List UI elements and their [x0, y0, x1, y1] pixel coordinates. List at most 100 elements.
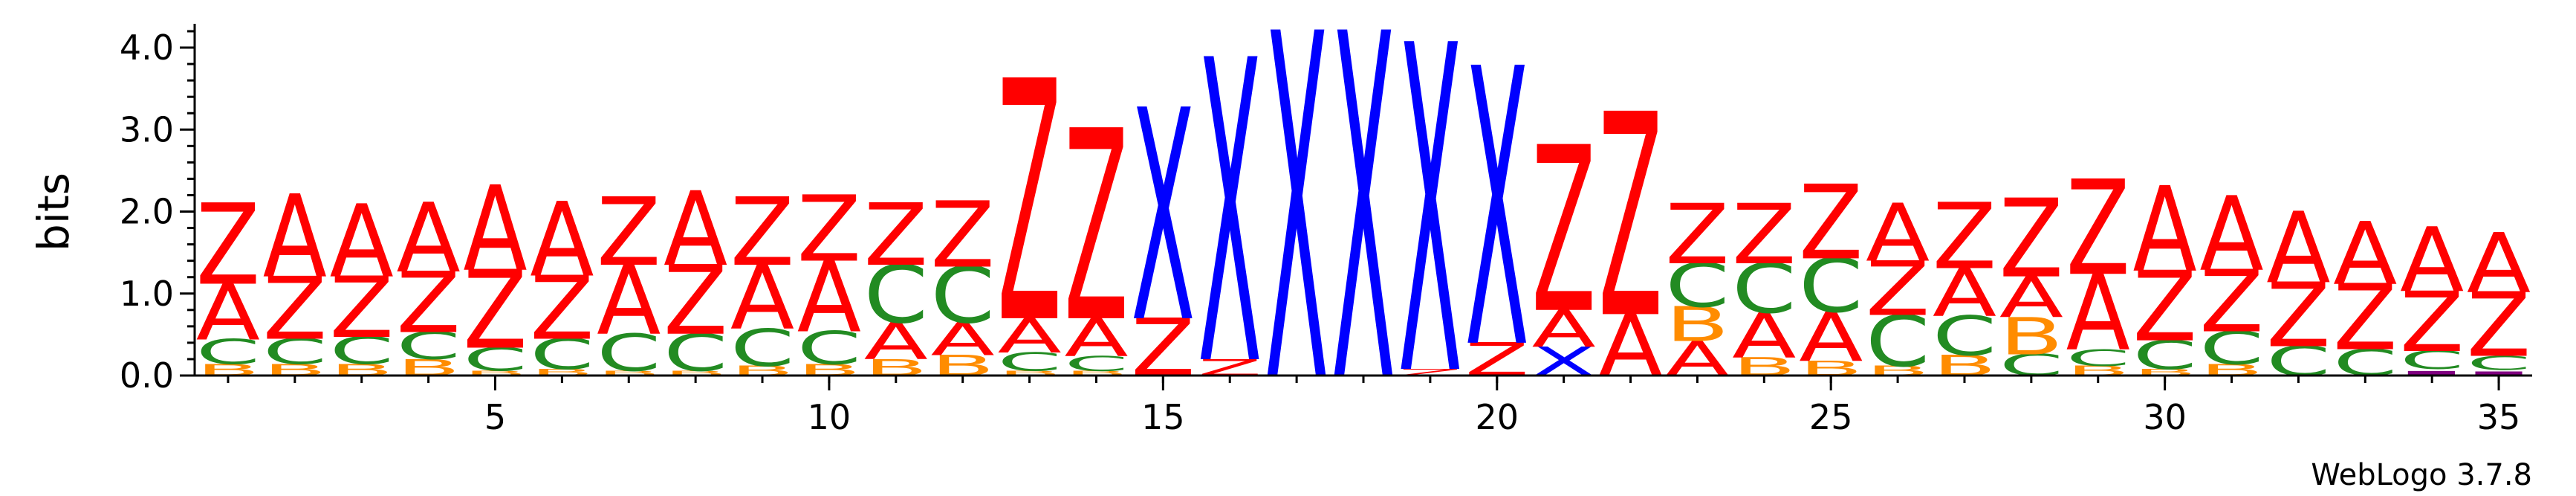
logo-letter-c-pos-31: C: [2199, 321, 2263, 375]
logo-letter-c-pos-11: C: [864, 249, 928, 341]
x-tick-label: 30: [2143, 397, 2187, 437]
logo-letter-z-pos-1: Z: [196, 180, 260, 310]
logo-letter-z-pos-9: Z: [730, 178, 794, 287]
logo-letter-z-pos-4: Z: [396, 255, 460, 352]
logo-letter-z-pos-11: Z: [864, 186, 928, 285]
y-axis-title: bits: [28, 173, 79, 251]
logo-letter-z-pos-22: Z: [1598, 55, 1662, 380]
logo-letter-c-pos-13: C: [997, 348, 1061, 377]
logo-letter-z-pos-21: Z: [1532, 100, 1596, 364]
logo-letter-a-pos-14: A: [1064, 308, 1128, 369]
logo-letter-z-pos-35: Z: [2467, 274, 2531, 377]
logo-letter-a-pos-6: A: [530, 181, 594, 300]
x-tick-label: 35: [2477, 397, 2521, 437]
logo-letter-a-pos-9: A: [730, 246, 794, 350]
logo-letter-a-pos-11: A: [864, 312, 928, 371]
logo-letter-c-pos-8: C: [664, 323, 727, 383]
logo-letter-a-pos-32: A: [2266, 192, 2330, 306]
logo-letter-c-pos-34: C: [2400, 346, 2464, 375]
logo-letter-a-pos-10: A: [797, 241, 861, 355]
logo-letter-c-pos-14: C: [1064, 352, 1128, 376]
y-tick-label: 4.0: [120, 28, 174, 68]
logo-letter-b-pos-5: B: [463, 370, 527, 378]
logo-letter-c-pos-7: C: [597, 323, 661, 383]
y-tick-label: 1.0: [120, 274, 174, 314]
logo-letter-z-pos-3: Z: [330, 260, 394, 357]
logo-letter-x-pos-16: X: [1198, 0, 1262, 457]
logo-letter-z-pos-28: Z: [1999, 177, 2063, 303]
logo-letter-z-pos-30: Z: [2132, 251, 2196, 364]
logo-letter-z-pos-25: Z: [1799, 164, 1863, 283]
logo-letter-z-pos-34: Z: [2400, 274, 2464, 371]
logo-letter-c-pos-5: C: [463, 341, 527, 379]
logo-letter-a-pos-3: A: [330, 184, 394, 300]
logo-letter-z-pos-32: Z: [2266, 263, 2330, 367]
logo-letter-x-pos-15: X: [1131, 50, 1195, 387]
axes: 0.0 1.0 2.0 3.0 4.0 5 10 15 20 25 30 35: [120, 24, 2532, 437]
logo-letter-b-pos-8: B: [664, 370, 727, 378]
logo-letter-z-pos-13: Z: [997, 12, 1061, 396]
logo-letter-c-pos-6: C: [530, 330, 594, 379]
x-tick-label: 20: [1475, 397, 1519, 437]
logo-letter-c-pos-4: C: [396, 324, 460, 368]
logo-letter-z-pos-33: Z: [2333, 265, 2397, 371]
x-tick-label: 15: [1141, 397, 1185, 437]
logo-letter-a-pos-31: A: [2199, 175, 2263, 295]
y-tick-label: 2.0: [120, 192, 174, 232]
logo-letter-a-pos-2: A: [263, 172, 327, 304]
logo-letter-a-pos-4: A: [396, 184, 460, 294]
logo-letter-c-pos-35: C: [2467, 352, 2531, 374]
logo-letter-z-pos-7: Z: [597, 178, 661, 287]
logo-letter-z-pos-27: Z: [1933, 184, 1996, 290]
logo-letter-c-pos-27: C: [1933, 304, 1996, 367]
logo-letter-z-pos-31: Z: [2199, 253, 2263, 352]
x-tick-label: 10: [808, 397, 851, 437]
logo-letter-z-pos-6: Z: [530, 257, 594, 359]
logo-letter-z-pos-14: Z: [1064, 77, 1128, 381]
x-tick-label: 25: [1809, 397, 1853, 437]
logo-letter-x-pos-17: X: [1265, 0, 1328, 488]
y-tick-label: 3.0: [120, 109, 174, 149]
logo-letter-c-pos-23: C: [1665, 251, 1729, 321]
logo-letter-z-pos-2: Z: [263, 258, 327, 359]
logo-letter-a-pos-25: A: [1799, 298, 1863, 378]
logo-letter-a-pos-26: A: [1866, 187, 1930, 280]
logo-letter-c-pos-25: C: [1799, 244, 1863, 329]
logo-letter-c-pos-1: C: [196, 332, 260, 373]
logo-letter-z-pos-26: Z: [1866, 245, 1930, 333]
logo-letter-c-pos-29: C: [2066, 345, 2130, 372]
logo-letter-x-pos-18: X: [1331, 0, 1395, 488]
logo-letter-b-pos-23: B: [1665, 297, 1729, 352]
logo-letter-a-pos-33: A: [2333, 203, 2397, 304]
logo-letter-a-pos-8: A: [664, 170, 727, 290]
logo-glyphs: BCAZBCZABCZABCZABCZABCZABCAZBCZABCAZBCAZ…: [196, 0, 2531, 488]
logo-letter-x-pos-19: X: [1398, 0, 1462, 476]
logo-letter-z-pos-23: Z: [1665, 187, 1729, 283]
logo-letter-c-pos-10: C: [797, 321, 861, 375]
y-tick-label: 0.0: [120, 355, 174, 396]
logo-letter-x-pos-20: X: [1465, 0, 1529, 434]
logo-letter-a-pos-1: A: [196, 268, 260, 358]
x-tick-label: 5: [484, 397, 506, 437]
logo-letter-z-pos-10: Z: [797, 177, 861, 283]
logo-letter-a-pos-29: A: [2066, 252, 2130, 374]
weblogo-credit: WebLogo 3.7.8: [2311, 458, 2532, 492]
logo-letter-a-pos-12: A: [931, 313, 995, 366]
logo-letter-a-pos-34: A: [2400, 209, 2464, 312]
logo-letter-z-pos-24: Z: [1732, 187, 1796, 283]
logo-letter-z-pos-29: Z: [2066, 153, 2130, 306]
logo-letter-b-pos-13: B: [997, 370, 1061, 378]
logo-letter-a-pos-5: A: [463, 161, 527, 297]
logo-letter-a-pos-28: A: [1999, 265, 2063, 332]
logo-letter-c-pos-12: C: [931, 251, 995, 341]
logo-letter-c-pos-2: C: [263, 332, 327, 373]
logo-letter-z-pos-12: Z: [931, 183, 995, 289]
logo-letter-c-pos-24: C: [1732, 249, 1796, 329]
logo-letter-b-pos-14: B: [1064, 370, 1128, 378]
logo-letter-z-pos-8: Z: [664, 246, 727, 358]
logo-letter-c-pos-26: C: [1866, 300, 1930, 382]
logo-letter-a-pos-27: A: [1933, 254, 1996, 331]
logo-letter-a-pos-7: A: [597, 246, 661, 357]
logo-letter-z-pos-5: Z: [463, 248, 527, 374]
